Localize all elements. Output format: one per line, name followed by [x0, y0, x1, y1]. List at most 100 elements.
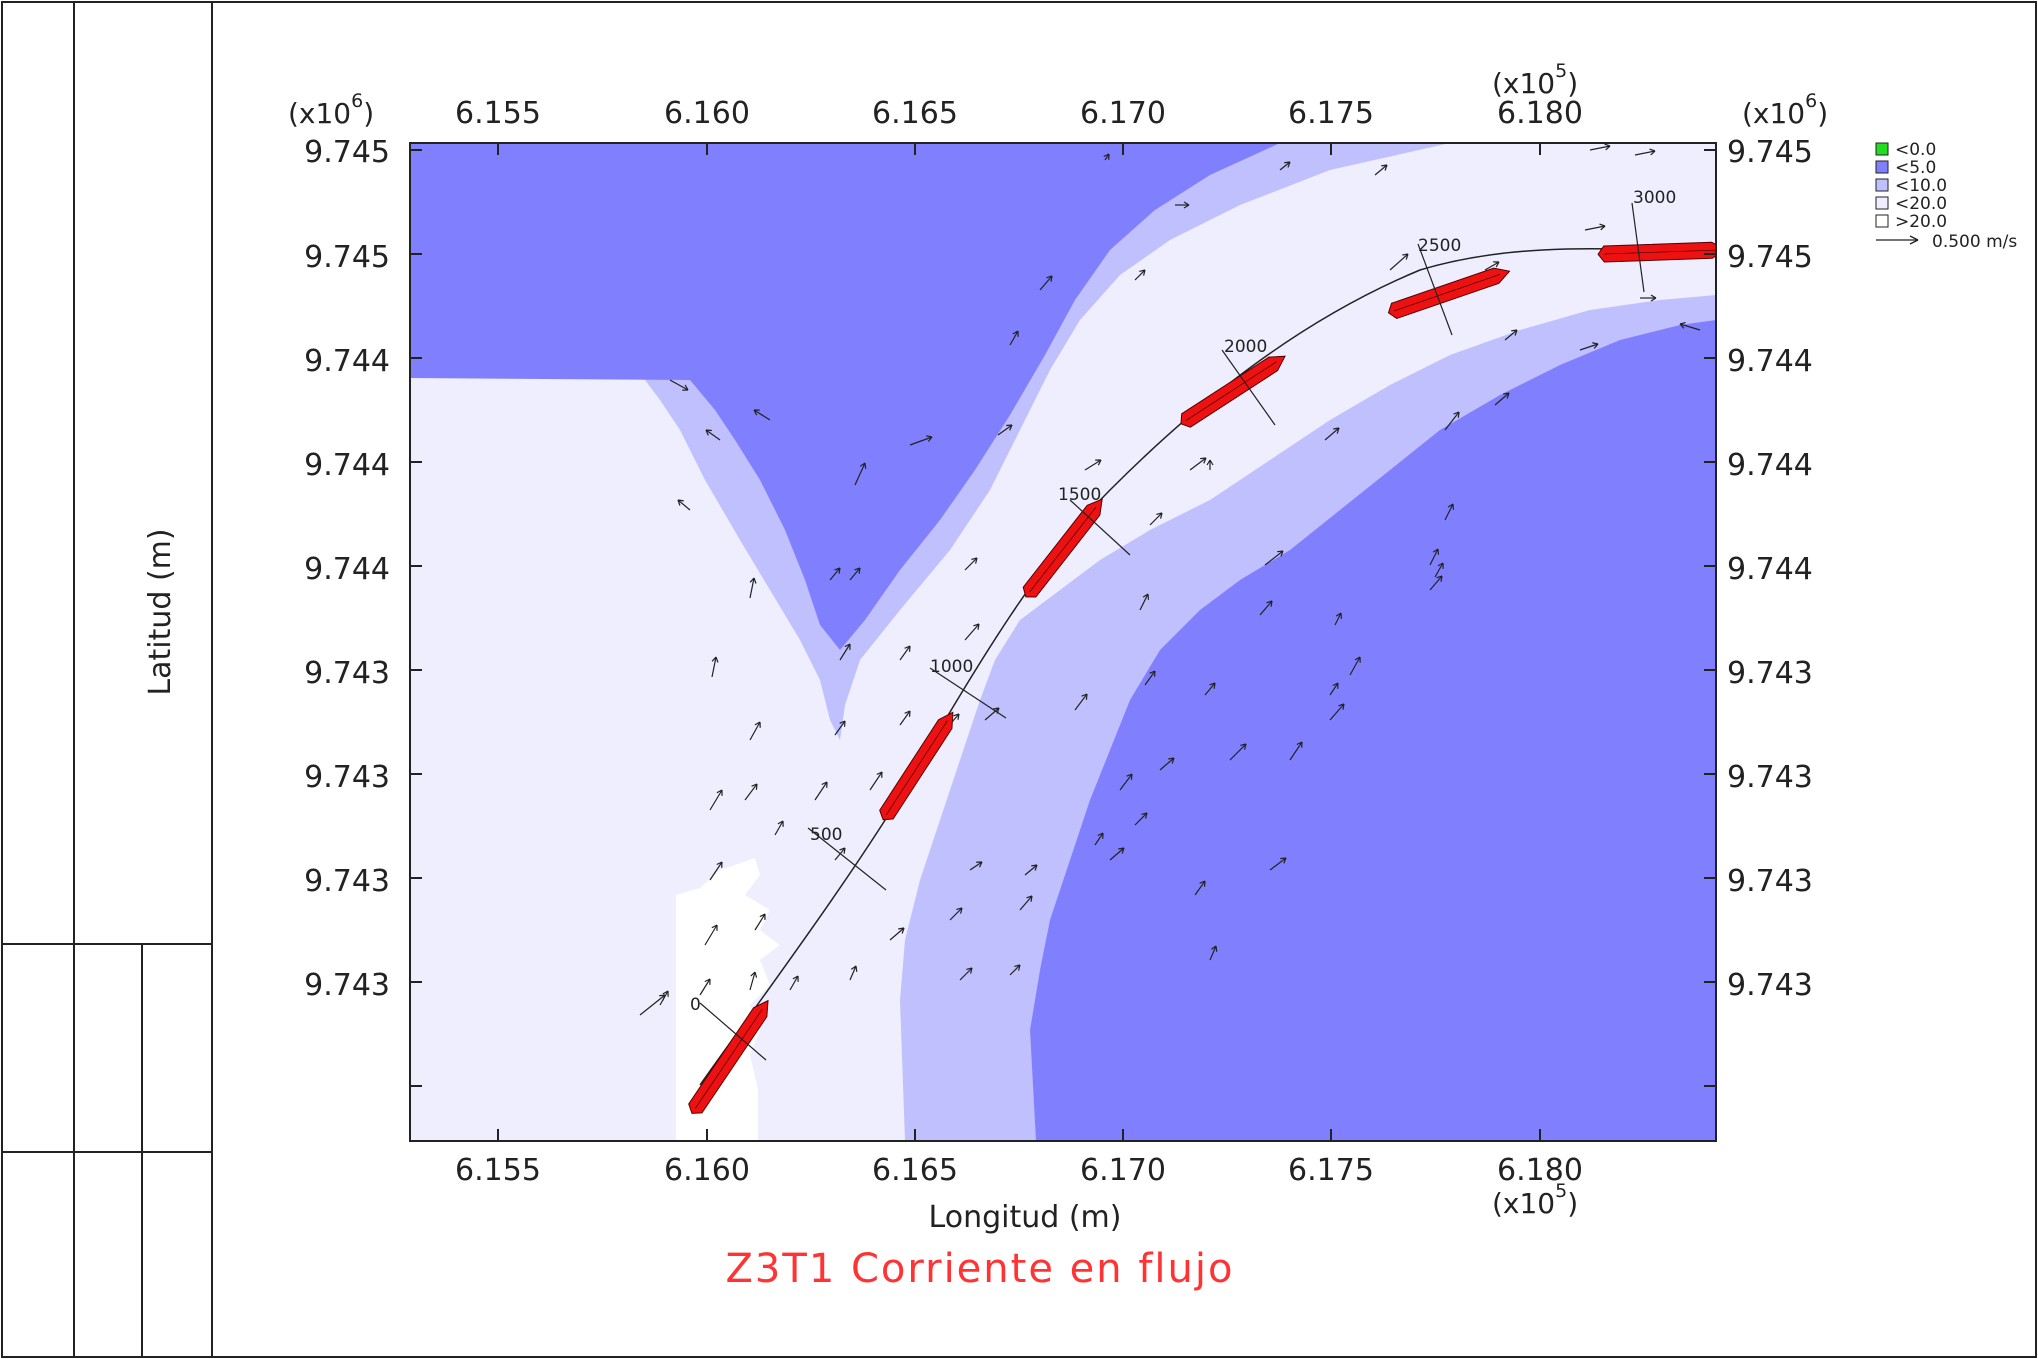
current-vector — [1504, 329, 1518, 341]
x-multiplier-bottom: (x105) — [1492, 1180, 1578, 1220]
y-multiplier-right: (x106) — [1742, 90, 1828, 130]
current-vector — [699, 978, 711, 996]
vessel-marker — [1387, 267, 1511, 320]
current-vector — [849, 965, 858, 981]
current-vector — [753, 409, 771, 421]
y-left-tick-label: 9.743 — [304, 656, 390, 691]
current-vector — [899, 710, 911, 726]
current-vector — [1119, 773, 1133, 791]
vessel-marker — [1597, 241, 1716, 263]
current-vector — [1074, 693, 1088, 711]
current-vector — [814, 781, 828, 801]
current-vector — [1429, 548, 1440, 566]
current-vector — [1019, 895, 1033, 911]
current-vector — [1134, 269, 1146, 281]
svg-text:(x106): (x106) — [1742, 90, 1828, 130]
legend-swatch — [1875, 178, 1889, 192]
current-vector — [744, 783, 758, 801]
current-vector — [849, 567, 861, 581]
route-mark-line — [1221, 349, 1276, 426]
legend-swatch — [1875, 196, 1889, 210]
route-distance-label: 3000 — [1633, 188, 1676, 208]
svg-text:(x105): (x105) — [1492, 60, 1578, 100]
depth-zone-deep-lower — [1030, 320, 1716, 1141]
y-right-tick-label: 9.744 — [1727, 448, 1813, 483]
vessel-positions — [688, 241, 1716, 1114]
current-vector — [1189, 457, 1207, 471]
y-right-tick-label: 9.744 — [1727, 344, 1813, 379]
current-vector — [1444, 503, 1455, 521]
axis-ticks — [410, 143, 1716, 1141]
route-mark-line — [699, 1002, 767, 1061]
x-bottom-tick-label: 6.165 — [872, 1153, 958, 1188]
current-vector — [1444, 411, 1460, 431]
current-vector — [949, 907, 963, 921]
current-vector — [839, 643, 851, 661]
current-vector — [869, 771, 883, 791]
current-vector — [964, 623, 980, 641]
legend: <0.0 <5.0 <10.0 <20.0 >20.0 0.500 m/s — [1875, 140, 2017, 252]
current-vector — [1374, 164, 1388, 176]
x-axis-label: Longitud (m) — [929, 1200, 1122, 1235]
current-vector — [1349, 656, 1361, 676]
current-vector — [1579, 342, 1599, 351]
current-vector — [749, 971, 758, 991]
x-axis-bottom-ticks: 6.155 6.160 6.165 6.170 6.175 6.180 — [455, 1153, 1583, 1188]
x-top-tick-label: 6.160 — [664, 96, 750, 131]
current-vector — [1103, 153, 1110, 161]
current-vector — [1139, 593, 1150, 611]
current-vector — [1175, 201, 1190, 209]
x-multiplier-top: (x105) — [1492, 60, 1578, 100]
x-bottom-tick-label: 6.170 — [1080, 1153, 1166, 1188]
legend-label: <10.0 — [1895, 176, 1947, 196]
y-multiplier-close: ) — [363, 97, 374, 130]
current-vector — [789, 975, 799, 991]
vessel-route-line — [699, 248, 1716, 1086]
legend-label: <20.0 — [1895, 194, 1947, 214]
current-vector — [1269, 857, 1287, 871]
current-vector — [669, 379, 689, 391]
current-vector-field — [639, 143, 1701, 1016]
current-vector — [829, 567, 841, 581]
x-top-tick-label: 6.155 — [455, 96, 541, 131]
current-vector — [1209, 945, 1218, 961]
y-multiplier-left: (x106) — [288, 90, 374, 130]
current-vector — [1329, 703, 1345, 721]
y-right-tick-label: 9.744 — [1727, 552, 1813, 587]
x-bottom-tick-label: 6.160 — [664, 1153, 750, 1188]
route-distance-label: 2500 — [1418, 236, 1461, 256]
current-vector — [711, 656, 719, 678]
current-vector — [1494, 392, 1510, 406]
depth-zone-deep-upper — [410, 143, 1280, 650]
x-multiplier-base: (x10 — [1492, 1187, 1555, 1220]
current-vector — [1434, 562, 1444, 578]
current-vector — [749, 577, 757, 599]
y-multiplier-base: (x10 — [1742, 97, 1805, 130]
y-right-tick-label: 9.743 — [1727, 864, 1813, 899]
y-right-tick-label: 9.743 — [1727, 760, 1813, 795]
current-vector — [899, 645, 911, 661]
current-vector — [677, 499, 691, 511]
current-vector — [997, 424, 1013, 436]
current-vector — [1149, 512, 1163, 526]
vessel-marker — [879, 711, 954, 821]
y-left-tick-label: 9.744 — [304, 344, 390, 379]
x-bottom-tick-label: 6.180 — [1497, 1153, 1583, 1188]
current-vector — [854, 462, 867, 486]
current-vector — [1329, 682, 1339, 696]
current-vector — [1634, 148, 1656, 156]
y-multiplier-exp: 6 — [351, 90, 363, 112]
y-axis-label: Latitud (m) — [143, 528, 178, 695]
y-left-tick-label: 9.744 — [304, 552, 390, 587]
current-vector — [709, 861, 723, 881]
figure-title: Z3T1 Corriente en flujo — [726, 1246, 1235, 1292]
legend-label: <5.0 — [1895, 158, 1936, 178]
route-distance-marks: 0 500 1000 1500 2000 2500 3000 — [690, 188, 1676, 1061]
current-vector — [1584, 223, 1606, 231]
legend-label: <0.0 — [1895, 140, 1936, 160]
current-vector — [1429, 575, 1443, 591]
y-right-tick-label: 9.745 — [1727, 135, 1813, 170]
x-top-tick-label: 6.170 — [1080, 96, 1166, 131]
